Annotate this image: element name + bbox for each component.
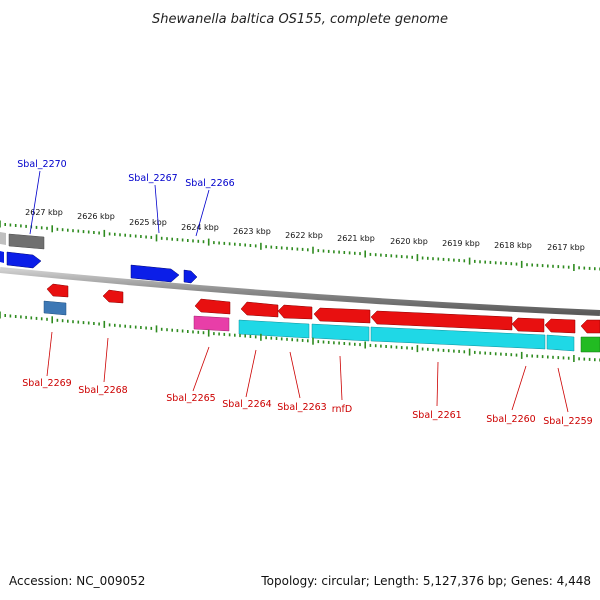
- kbp-tick-labels: 2627 kbp 2626 kbp 2625 kbp 2624 kbp 2623…: [25, 208, 585, 252]
- kbp-label: 2620 kbp: [390, 237, 428, 246]
- callout-line: [46, 331, 53, 377]
- callout-line: [289, 351, 301, 399]
- green-feature: [580, 336, 600, 353]
- kbp-label: 2626 kbp: [77, 212, 115, 221]
- gene-labels: Sbal_2270 Sbal_2267 Sbal_2266 Sbal_2269 …: [17, 159, 592, 427]
- callout-line: [339, 355, 343, 401]
- callout-lines: [29, 170, 569, 413]
- topology-text: Topology: circular; Length: 5,127,376 bp…: [261, 574, 591, 588]
- callout-line: [154, 184, 160, 234]
- gene-sbal-2260-feature: [511, 317, 545, 333]
- forward-cds-feature: [0, 251, 4, 263]
- gene-label-sbal-2263: Sbal_2263: [277, 402, 326, 413]
- reverse-strand-features: [43, 283, 600, 353]
- gene-label-sbal-2264: Sbal_2264: [222, 399, 271, 410]
- cyan-feature: [546, 334, 575, 352]
- callout-line: [192, 346, 210, 392]
- kbp-label: 2624 kbp: [181, 223, 219, 232]
- forward-strand-features: [0, 232, 198, 284]
- callout-line: [557, 367, 569, 413]
- kbp-label: 2623 kbp: [233, 227, 271, 236]
- gene-sbal-2269-secondary-feature: [43, 300, 67, 316]
- map-title: Shewanella baltica OS155, complete genom…: [152, 12, 448, 27]
- kbp-label: 2627 kbp: [25, 208, 63, 217]
- gene-sbal-2259-feature: [544, 318, 576, 334]
- gene-label-sbal-2270: Sbal_2270: [17, 159, 66, 170]
- forward-cds-feature: [6, 251, 42, 269]
- cyan-feature: [238, 319, 310, 339]
- reverse-cds-feature: [580, 319, 600, 334]
- outer-tick-track: [0, 220, 600, 271]
- gene-sbal-2266-feature: [183, 269, 198, 284]
- accession-text: Accession: NC_009052: [9, 574, 146, 588]
- gene-sbal-2265-feature: [194, 298, 231, 315]
- callout-line: [195, 189, 210, 237]
- gene-label-sbal-2259: Sbal_2259: [543, 416, 592, 427]
- callout-line: [245, 349, 257, 398]
- callout-line: [436, 361, 439, 407]
- gene-label-sbal-2266: Sbal_2266: [185, 178, 234, 189]
- callout-line: [29, 170, 41, 235]
- gene-sbal-2261-feature: [370, 310, 513, 331]
- gene-sbal-2267-feature: [130, 264, 180, 283]
- gene-sbal-2265-secondary-feature: [193, 315, 230, 332]
- kbp-label: 2618 kbp: [494, 241, 532, 250]
- gene-label-sbal-2261: Sbal_2261: [412, 410, 461, 421]
- gene-label-rnfd: rnfD: [332, 404, 352, 415]
- gene-label-sbal-2268: Sbal_2268: [78, 385, 127, 396]
- gene-label-sbal-2269: Sbal_2269: [22, 378, 71, 389]
- cyan-feature: [370, 326, 546, 350]
- callout-line: [511, 365, 527, 411]
- gene-sbal-2268-feature: [102, 289, 124, 304]
- gene-label-sbal-2260: Sbal_2260: [486, 414, 535, 425]
- kbp-label: 2625 kbp: [129, 218, 167, 227]
- gene-label-sbal-2267: Sbal_2267: [128, 173, 177, 184]
- genome-backbone: [0, 267, 600, 316]
- gene-sbal-2269-feature: [46, 283, 69, 298]
- inner-tick-track: [0, 311, 600, 362]
- gene-sbal-2270-feature: [8, 233, 45, 250]
- gene-sbal-2263-feature: [277, 304, 313, 320]
- callout-line: [103, 337, 109, 383]
- kbp-label: 2622 kbp: [285, 231, 323, 240]
- kbp-label: 2617 kbp: [547, 243, 585, 252]
- kbp-label: 2621 kbp: [337, 234, 375, 243]
- gene-sbal-2264-feature: [240, 301, 279, 318]
- grey-feature: [0, 232, 6, 245]
- kbp-label: 2619 kbp: [442, 239, 480, 248]
- cyan-feature: [311, 323, 370, 342]
- gene-rnfd-feature: [313, 307, 371, 324]
- gene-label-sbal-2265: Sbal_2265: [166, 393, 215, 404]
